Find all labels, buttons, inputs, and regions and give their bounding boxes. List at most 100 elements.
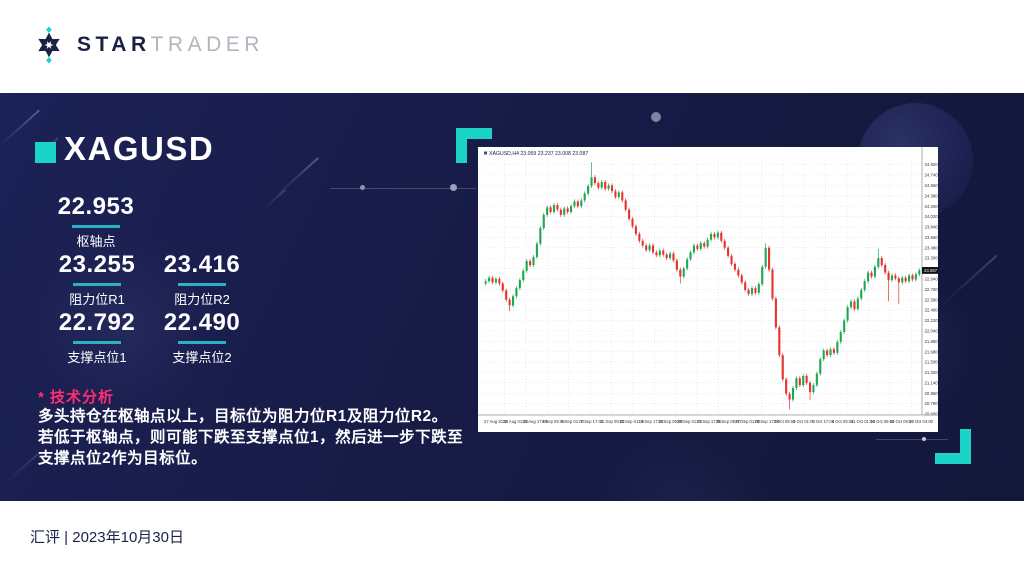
- cyan-underline: [178, 341, 226, 344]
- svg-text:13 Sep 01:00: 13 Sep 01:00: [619, 419, 645, 424]
- corner-bracket-top-left: [456, 128, 492, 163]
- svg-text:21.320: 21.320: [925, 370, 939, 375]
- svg-text:22.580: 22.580: [925, 297, 939, 302]
- svg-text:24.380: 24.380: [925, 193, 939, 198]
- svg-text:24.740: 24.740: [925, 173, 939, 178]
- dot-decoration: [651, 112, 661, 122]
- svg-text:22.220: 22.220: [925, 318, 939, 323]
- startrader-logo: STARTRADER: [30, 26, 264, 64]
- streak-decoration: [940, 254, 998, 307]
- svg-text:5 Oct 17:00: 5 Oct 17:00: [812, 419, 834, 424]
- svg-text:22.400: 22.400: [925, 308, 939, 313]
- svg-text:24.020: 24.020: [925, 214, 939, 219]
- analysis-line-1: 多头持仓在枢轴点以上，目标位为阻力位R1及阻力位R2。: [38, 408, 448, 425]
- candlestick-chart: 24.920 24.740 24.560 24.380 24.200 24.020 23.8…: [478, 147, 939, 424]
- cyan-underline: [73, 283, 121, 286]
- symbol-title: XAGUSD: [64, 130, 215, 167]
- resistance-1-level: 23.255 阻力位R1: [45, 251, 149, 308]
- svg-text:21.500: 21.500: [925, 360, 939, 365]
- svg-text:6 Sep 01:00: 6 Sep 01:00: [561, 419, 584, 424]
- pivot-label: 枢轴点: [76, 234, 116, 249]
- svg-text:28 Sep 17:00: 28 Sep 17:00: [754, 419, 780, 424]
- logo-word-trader: TRADER: [150, 33, 264, 56]
- svg-text:30 Aug 01:00: 30 Aug 01:00: [503, 419, 528, 424]
- analysis-title: * 技术分析: [38, 389, 115, 406]
- svg-text:27 Aug 2023: 27 Aug 2023: [484, 419, 508, 424]
- streak-decoration: [263, 188, 287, 210]
- svg-text:21.680: 21.680: [925, 349, 939, 354]
- svg-text:20.600: 20.600: [925, 412, 939, 417]
- logo-word-star: STAR: [77, 33, 151, 56]
- dot-decoration: [450, 184, 457, 191]
- faint-circle-decoration: [30, 233, 220, 423]
- svg-text:XAGUSD,H4 23.059 23.237 23.008: XAGUSD,H4 23.059 23.237 23.008 23.087: [489, 151, 588, 157]
- line-decoration: [876, 439, 948, 440]
- resistance-1-label: 阻力位R1: [69, 292, 125, 307]
- footer-date-text: 汇评 | 2023年10月30日: [30, 529, 184, 546]
- svg-text:25 Sep 09:00: 25 Sep 09:00: [716, 419, 742, 424]
- svg-text:31 Aug 17:00: 31 Aug 17:00: [523, 419, 548, 424]
- analysis-line-3: 支撑点位2作为目标位。: [38, 450, 208, 467]
- page-header: STARTRADER: [0, 0, 1024, 93]
- svg-text:14 Sep 17:00: 14 Sep 17:00: [639, 419, 665, 424]
- dot-decoration: [922, 437, 926, 441]
- svg-text:23.300: 23.300: [925, 256, 939, 261]
- svg-text:2 Oct 09:00: 2 Oct 09:00: [774, 419, 796, 424]
- svg-text:23.087: 23.087: [924, 268, 938, 273]
- main-panel: XAGUSD 22.953 枢轴点 23.255 阻力位R1 23.416 阻力…: [0, 93, 1024, 501]
- svg-text:22.040: 22.040: [925, 328, 939, 333]
- support-1-level: 22.792 支撑点位1: [45, 309, 149, 366]
- resistance-1-value: 23.255: [58, 251, 136, 278]
- svg-text:27 Oct 04:00: 27 Oct 04:00: [909, 419, 934, 424]
- page-footer: 汇评 | 2023年10月30日: [0, 501, 1024, 576]
- analysis-paragraph: 多头持仓在枢轴点以上，目标位为阻力位R1及阻力位R2。 若低于枢轴点，则可能下跌…: [38, 406, 463, 469]
- svg-text:24.920: 24.920: [925, 162, 939, 167]
- svg-text:21 Sep 17:00: 21 Sep 17:00: [697, 419, 723, 424]
- svg-text:11 Sep 09:00: 11 Sep 09:00: [600, 419, 625, 424]
- svg-text:4 Sep 09:00: 4 Sep 09:00: [542, 419, 565, 424]
- svg-text:11 Oct 01:00: 11 Oct 01:00: [851, 419, 875, 424]
- svg-text:21.860: 21.860: [925, 339, 939, 344]
- streak-decoration: [5, 451, 41, 484]
- svg-text:27 Sep 01:00: 27 Sep 01:00: [735, 419, 761, 424]
- dot-decoration: [360, 185, 365, 190]
- support-2-label: 支撑点位2: [172, 350, 232, 365]
- faint-circle-decoration: [590, 423, 770, 501]
- cyan-underline: [73, 341, 121, 344]
- resistance-2-label: 阻力位R2: [174, 292, 230, 307]
- support-1-label: 支撑点位1: [67, 350, 127, 365]
- svg-text:20 Sep 01:00: 20 Sep 01:00: [677, 419, 703, 424]
- svg-text:23.660: 23.660: [925, 235, 939, 240]
- line-decoration: [330, 188, 476, 189]
- resistance-2-value: 23.416: [163, 251, 241, 278]
- corner-bracket-bottom-right: [935, 429, 971, 464]
- svg-text:16 Oct 09:00: 16 Oct 09:00: [870, 419, 895, 424]
- chart-panel: 24.920 24.740 24.560 24.380 24.200 24.020 23.8…: [478, 147, 938, 432]
- pivot-level: 22.953 枢轴点: [44, 193, 148, 250]
- svg-text:20.960: 20.960: [925, 391, 939, 396]
- svg-text:7 Sep 17:00: 7 Sep 17:00: [581, 419, 604, 424]
- svg-text:4 Oct 01:00: 4 Oct 01:00: [793, 419, 815, 424]
- symbol-bullet-square: [35, 142, 56, 163]
- svg-text:24 Oct 09:00: 24 Oct 09:00: [890, 419, 915, 424]
- svg-text:22.760: 22.760: [925, 287, 939, 292]
- svg-text:9 Oct 09:00: 9 Oct 09:00: [832, 419, 854, 424]
- svg-text:23.840: 23.840: [925, 225, 939, 230]
- logo-wordmark: STARTRADER: [77, 33, 264, 57]
- analysis-line-2: 若低于枢轴点，则可能下跌至支撑点位1，然后进一步下跌至: [38, 429, 464, 446]
- svg-text:24.560: 24.560: [925, 183, 939, 188]
- cyan-underline: [178, 283, 226, 286]
- svg-text:20.780: 20.780: [925, 401, 939, 406]
- support-2-level: 22.490 支撑点位2: [150, 309, 254, 366]
- star-logo-icon: [38, 26, 60, 64]
- cyan-underline: [72, 225, 120, 228]
- svg-text:21.140: 21.140: [925, 380, 939, 385]
- svg-text:18 Sep 09:00: 18 Sep 09:00: [658, 419, 684, 424]
- svg-text:22.940: 22.940: [925, 277, 939, 282]
- resistance-2-level: 23.416 阻力位R2: [150, 251, 254, 308]
- support-2-value: 22.490: [163, 309, 241, 336]
- svg-text:23.480: 23.480: [925, 245, 939, 250]
- svg-text:24.200: 24.200: [925, 204, 939, 209]
- support-1-value: 22.792: [58, 309, 136, 336]
- pivot-value: 22.953: [57, 193, 135, 220]
